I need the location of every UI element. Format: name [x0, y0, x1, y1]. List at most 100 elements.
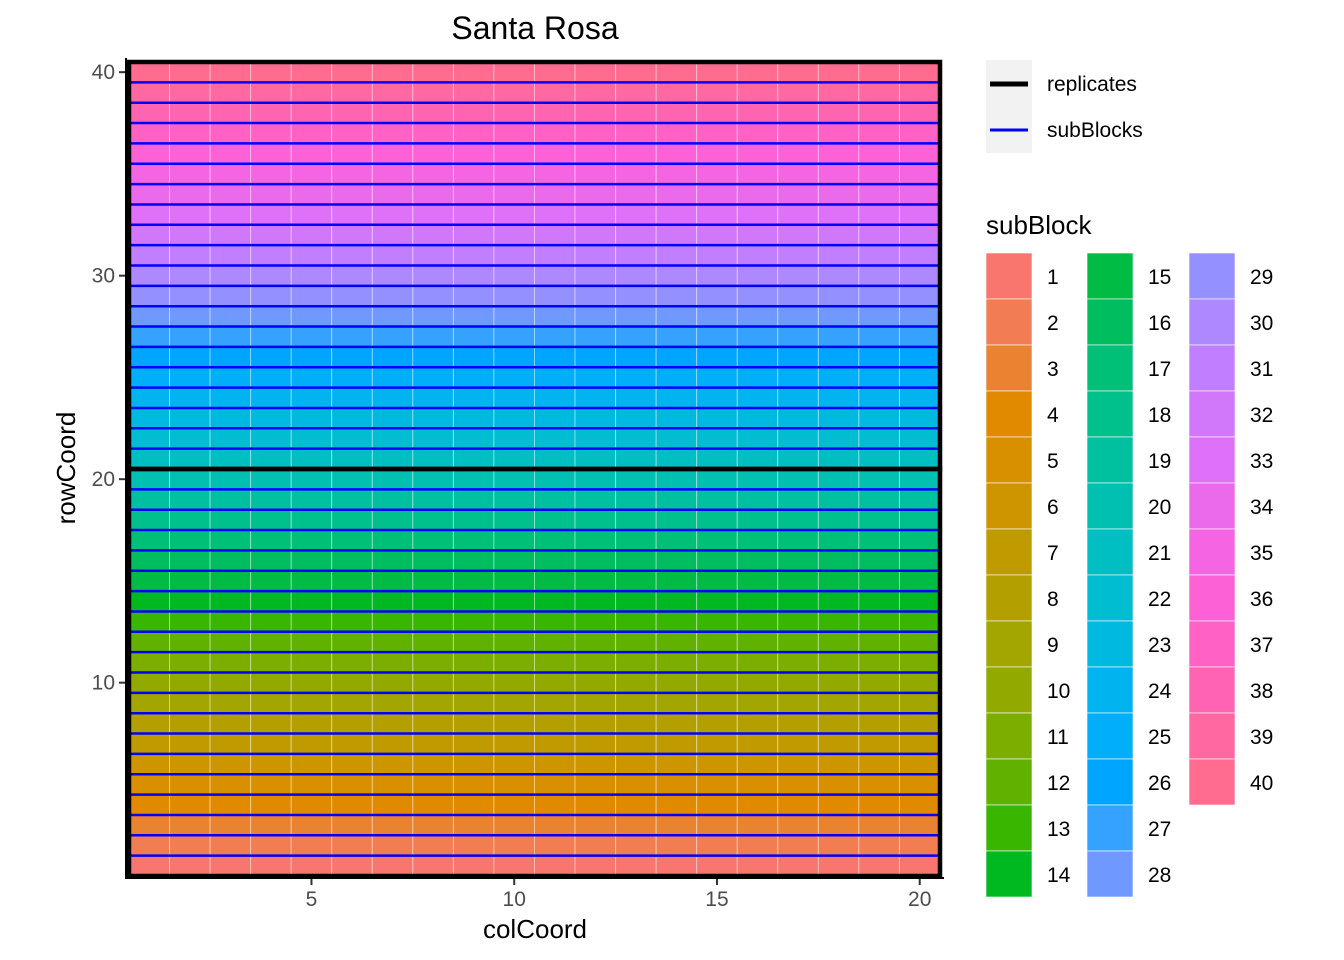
cell — [655, 183, 698, 205]
cell — [817, 855, 860, 877]
line-legend-label: subBlocks — [1047, 119, 1143, 142]
cell — [128, 794, 171, 816]
cell — [452, 590, 495, 612]
cell — [493, 834, 536, 857]
cell — [290, 448, 333, 470]
cell — [452, 163, 495, 185]
cell — [290, 733, 333, 755]
fill-legend-key — [1188, 298, 1236, 346]
cell — [898, 610, 941, 633]
cell — [615, 346, 657, 368]
cell — [371, 610, 414, 633]
cell — [736, 244, 779, 266]
cell — [452, 610, 495, 633]
cell — [534, 163, 576, 185]
cell — [169, 509, 211, 531]
cell — [777, 753, 819, 775]
cell — [736, 366, 779, 389]
cell — [331, 773, 373, 796]
cell — [736, 692, 779, 714]
cell — [655, 468, 698, 490]
cell — [331, 570, 373, 592]
cell — [169, 224, 211, 246]
cell — [817, 265, 860, 287]
cell — [250, 265, 292, 287]
cell — [534, 305, 576, 328]
cell — [412, 753, 454, 775]
cell — [169, 265, 211, 287]
cell — [128, 529, 171, 551]
cell — [696, 122, 738, 144]
cell — [736, 753, 779, 775]
cell — [412, 488, 454, 511]
cell — [290, 326, 333, 348]
cell — [777, 387, 819, 409]
cell — [534, 794, 576, 816]
fill-legend-label: 5 — [1047, 450, 1059, 473]
fill-legend-label: 4 — [1047, 404, 1059, 427]
cell — [817, 203, 860, 226]
cell — [209, 733, 252, 755]
cell — [817, 753, 860, 775]
cell — [331, 346, 373, 368]
cell — [574, 285, 617, 307]
cell — [128, 326, 171, 348]
cell — [290, 224, 333, 246]
cell — [128, 488, 171, 511]
cell — [696, 834, 738, 857]
cell — [534, 122, 576, 144]
fill-legend-label: 10 — [1047, 680, 1070, 703]
fill-legend-key — [985, 252, 1033, 300]
cell — [777, 81, 819, 104]
cell — [898, 142, 941, 165]
cell — [777, 590, 819, 612]
cell — [290, 590, 333, 612]
cell — [898, 692, 941, 714]
cell — [817, 610, 860, 633]
cell — [493, 305, 536, 328]
cell — [128, 346, 171, 368]
cell — [534, 224, 576, 246]
cell — [290, 672, 333, 694]
cell — [493, 285, 536, 307]
cell — [898, 468, 941, 490]
cell — [169, 529, 211, 551]
cell — [777, 122, 819, 144]
cell — [331, 631, 373, 653]
cell — [534, 488, 576, 511]
cell — [169, 773, 211, 796]
cell — [169, 81, 211, 104]
cell — [696, 61, 738, 83]
cell — [452, 549, 495, 572]
cell — [777, 834, 819, 857]
cell — [290, 712, 333, 735]
cell — [574, 448, 617, 470]
cell — [209, 183, 252, 205]
cell — [736, 265, 779, 287]
cell — [777, 346, 819, 368]
cell — [128, 366, 171, 389]
cell — [736, 814, 779, 836]
cell — [452, 509, 495, 531]
cell — [696, 265, 738, 287]
cell — [655, 590, 698, 612]
fill-legend-label: 16 — [1148, 312, 1171, 335]
cell — [169, 163, 211, 185]
cell — [534, 549, 576, 572]
cell — [371, 855, 414, 877]
cell — [371, 834, 414, 857]
cell — [858, 753, 900, 775]
fill-legend-label: 36 — [1250, 588, 1273, 611]
cell — [615, 265, 657, 287]
cell — [412, 794, 454, 816]
cell — [696, 387, 738, 409]
cell — [574, 733, 617, 755]
cell — [534, 834, 576, 857]
cell — [696, 549, 738, 572]
cell — [412, 733, 454, 755]
cell — [169, 855, 211, 877]
x-tick-label: 5 — [306, 888, 318, 911]
cell — [574, 265, 617, 287]
cell — [493, 427, 536, 450]
cell — [493, 712, 536, 735]
